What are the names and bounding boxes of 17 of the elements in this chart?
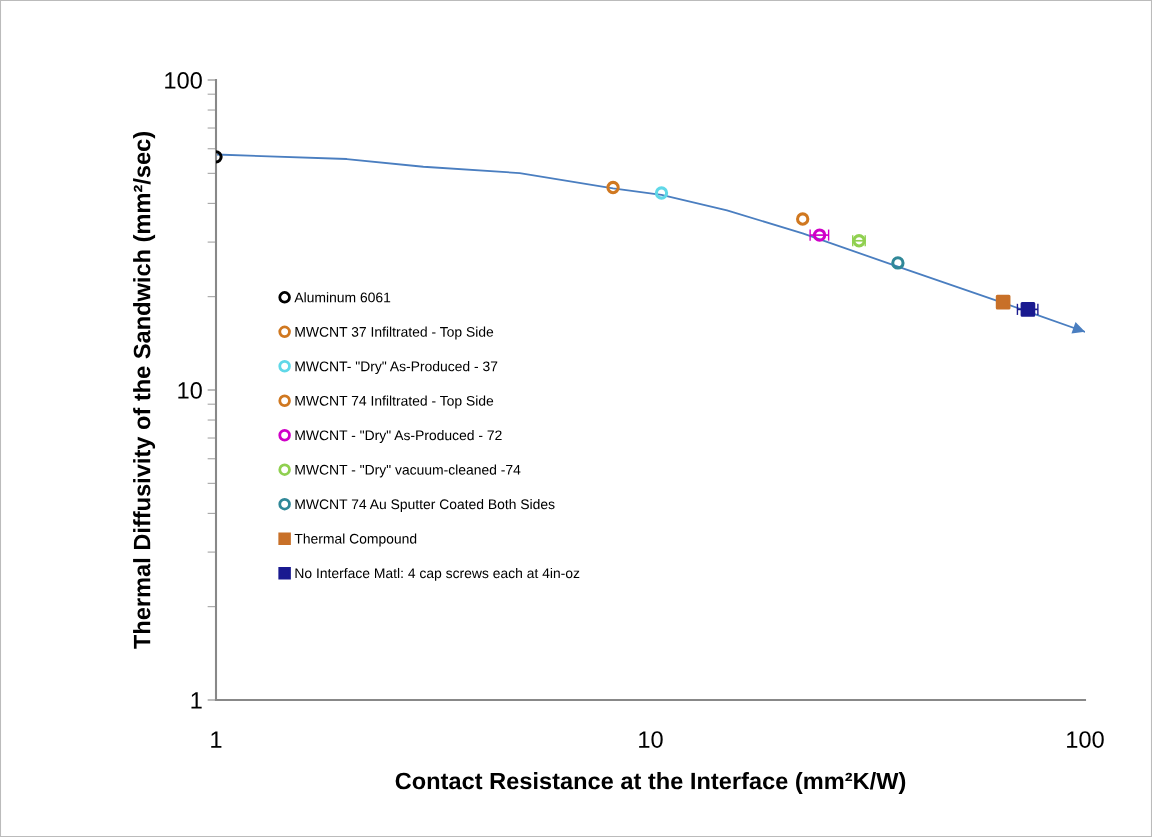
x-tick-label: 1 bbox=[211, 731, 222, 748]
legend-label: MWCNT- "Dry" As-Produced - 37 bbox=[295, 361, 498, 375]
x-tick-label: 100 bbox=[1067, 731, 1104, 748]
legend-label: MWCNT 37 Infiltrated - Top Side bbox=[295, 326, 494, 340]
legend-label: MWCNT - "Dry" vacuum-cleaned -74 bbox=[295, 464, 521, 478]
legend-label: No Interface Matl: 4 cap screws each at 4in-oz bbox=[295, 567, 580, 581]
legend-label: Thermal Compound bbox=[294, 533, 417, 547]
legend-label: Aluminum 6061 bbox=[294, 292, 391, 303]
y-tick-label: 10 bbox=[178, 382, 202, 399]
x-axis-title: Contact Resistance at the Interface (mm²K/W) bbox=[395, 772, 906, 795]
legend-label: MWCNT - "Dry" As-Produced - 72 bbox=[295, 430, 502, 443]
legend-label: MWCNT 74 Infiltrated - Top Side bbox=[295, 395, 494, 409]
legend-label: MWCNT 74 Au Sputter Coated Both Sides bbox=[295, 498, 555, 512]
y-tick-label: 100 bbox=[165, 72, 202, 89]
y-tick-label: 1 bbox=[191, 692, 202, 709]
y-axis-title: Thermal Diffusivity of the Sandwich (mm²/sec) bbox=[133, 132, 156, 649]
x-tick-label: 10 bbox=[639, 731, 663, 748]
